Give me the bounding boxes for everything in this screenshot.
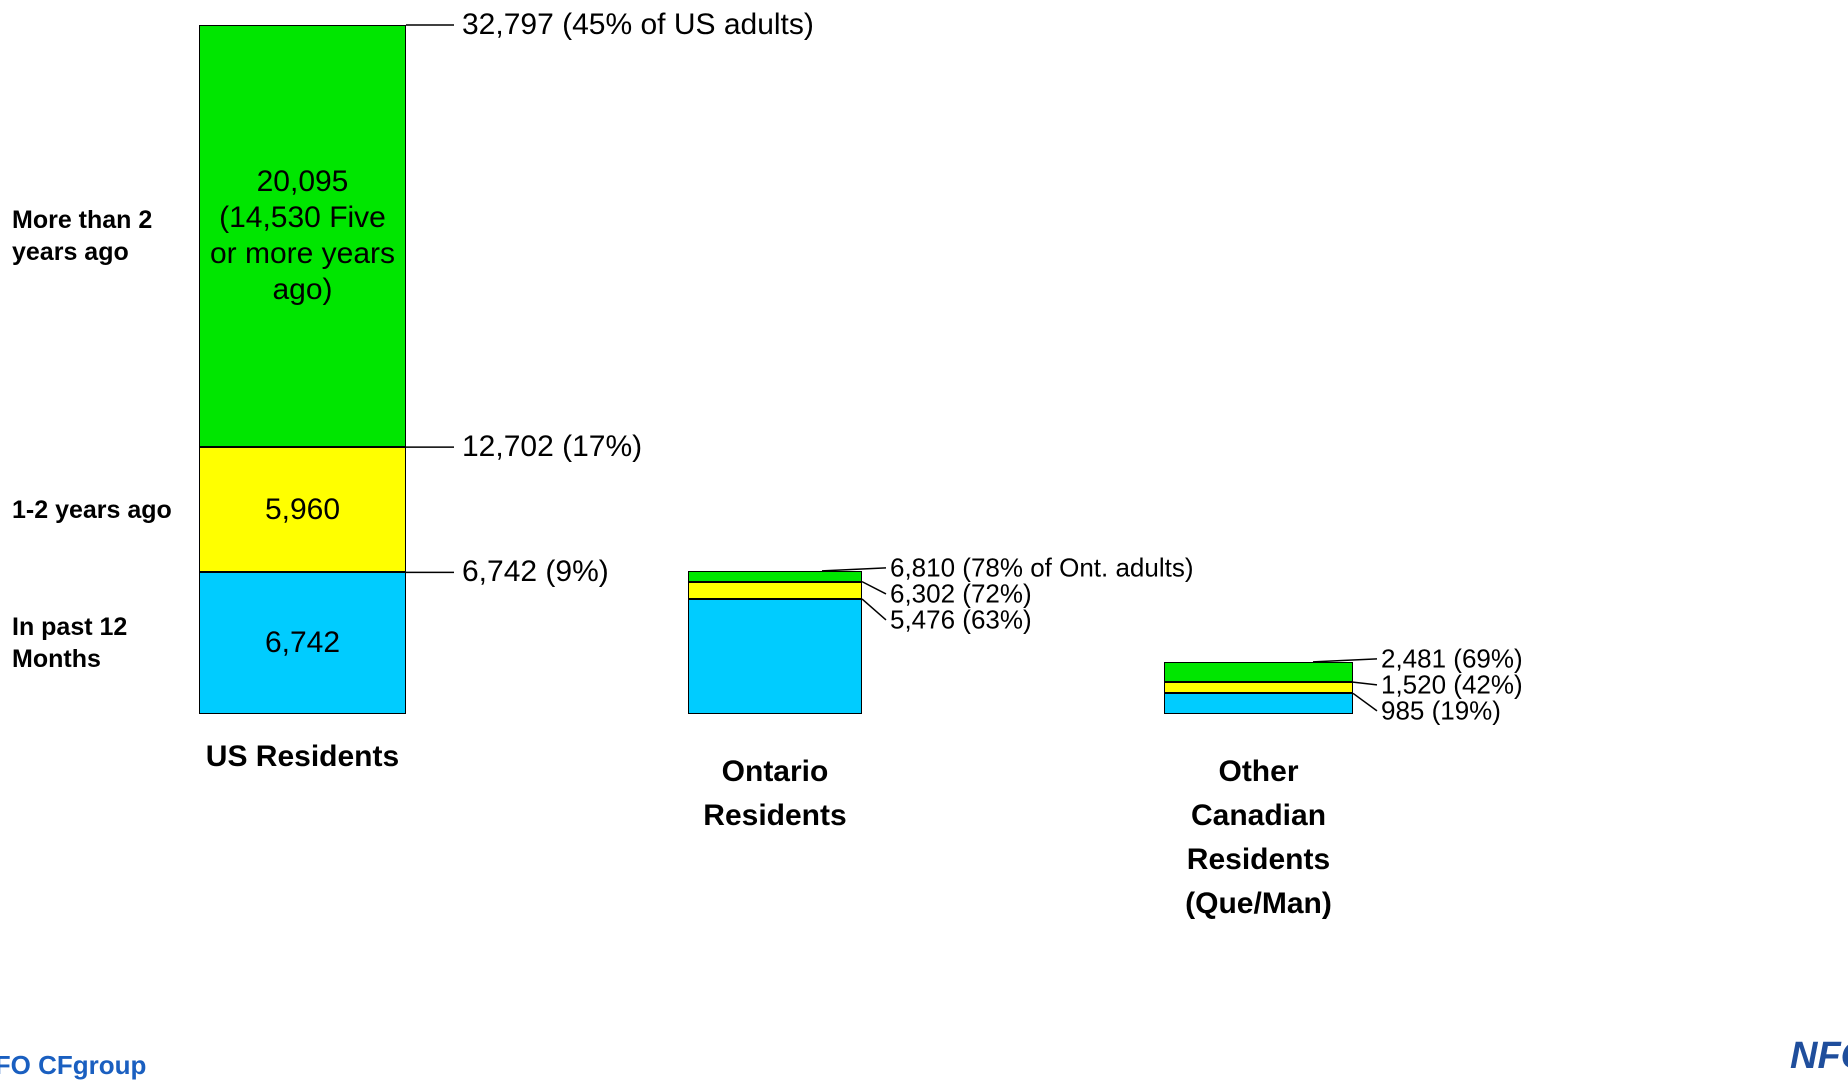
segment-label: 20,095 (14,530 Five or more years ago) <box>209 165 396 307</box>
annotation: 6,742 (9%) <box>462 555 609 589</box>
bar-segment <box>1164 693 1353 714</box>
bar-segment <box>688 570 862 582</box>
footer: NFO CFgroup <box>0 1050 147 1080</box>
category-label: Ontario Residents <box>703 755 847 832</box>
bar-segment <box>1164 682 1353 694</box>
series-label: In past 12 Months <box>12 613 128 674</box>
annotation: 2,481 (69%) <box>1381 643 1523 674</box>
leader-line <box>861 598 887 621</box>
leader-line <box>1352 681 1378 686</box>
annotation: 1,520 (42%) <box>1381 669 1523 700</box>
leader-line <box>1312 658 1378 663</box>
segment-label: 6,742 <box>264 626 341 660</box>
bar-segment <box>199 25 406 448</box>
bar-segment <box>199 447 406 573</box>
annotation: 6,810 (78% of Ont. adults) <box>890 552 1194 583</box>
leader-line <box>821 567 887 572</box>
series-label: More than 2 years ago <box>12 206 153 267</box>
annotation: 12,702 (17%) <box>462 430 643 464</box>
bar-segment <box>688 598 862 714</box>
annotation: 6,302 (72%) <box>890 578 1032 609</box>
category-label: Other Canadian Residents (Que/Man) <box>1185 755 1332 920</box>
annotation: 5,476 (63%) <box>890 604 1032 635</box>
bar-segment <box>1164 661 1353 683</box>
leader-line <box>861 580 887 595</box>
annotation: 985 (19%) <box>1381 695 1501 726</box>
bar-segment <box>688 581 862 599</box>
category-label: US Residents <box>205 740 400 773</box>
logo: NFO <box>1790 1035 1848 1077</box>
leader-line <box>1352 692 1378 712</box>
bar-segment <box>199 572 406 714</box>
segment-label: 5,960 <box>264 492 341 526</box>
annotation: 32,797 (45% of US adults) <box>462 8 814 41</box>
series-label: 1-2 years ago <box>12 495 172 524</box>
